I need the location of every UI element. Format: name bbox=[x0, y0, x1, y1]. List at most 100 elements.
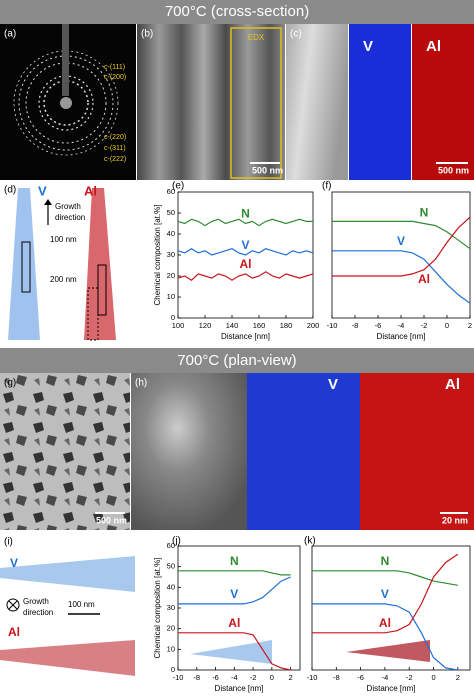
header-bar bbox=[0, 348, 474, 373]
v-map bbox=[247, 373, 360, 530]
ring-label: c-(200) bbox=[104, 74, 126, 81]
ring-label: c-(220) bbox=[104, 134, 126, 141]
series-label: V bbox=[230, 587, 238, 601]
scale-label: 100 nm bbox=[50, 235, 77, 244]
x-tick-label: 180 bbox=[280, 321, 293, 330]
series-line bbox=[178, 632, 291, 671]
series-line bbox=[177, 218, 313, 227]
x-tick-label: 2 bbox=[456, 673, 460, 682]
ring-label: c-(311) bbox=[104, 145, 126, 152]
y-tick-label: 20 bbox=[167, 624, 175, 633]
growth-symbol bbox=[6, 598, 20, 612]
growth-label: Growth bbox=[55, 202, 81, 211]
ring-label: c-(111) bbox=[104, 64, 125, 71]
ring-label: c-(222) bbox=[104, 156, 126, 163]
y-tick-label: 40 bbox=[167, 229, 175, 238]
map-label: Al bbox=[445, 376, 460, 393]
x-tick-label: -6 bbox=[357, 673, 364, 682]
y-tick-label: 10 bbox=[167, 292, 175, 301]
al-tip bbox=[84, 188, 116, 340]
series-label: N bbox=[420, 206, 429, 220]
x-tick-label: 140 bbox=[226, 321, 239, 330]
panel-label: (e) bbox=[172, 181, 184, 192]
series-label: N bbox=[230, 554, 239, 568]
inset-tip bbox=[346, 640, 430, 662]
x-tick-label: 0 bbox=[270, 673, 274, 682]
panel-label: (h) bbox=[135, 378, 147, 389]
map-label: Al bbox=[84, 183, 97, 198]
scale-label: 100 nm bbox=[68, 600, 95, 609]
x-tick-label: -4 bbox=[398, 321, 405, 330]
x-tick-label: -2 bbox=[421, 321, 428, 330]
y-tick-label: 60 bbox=[167, 187, 175, 196]
v-tip bbox=[0, 556, 135, 592]
x-tick-label: -8 bbox=[352, 321, 359, 330]
edx-label: EDX bbox=[248, 33, 265, 42]
series-label: N bbox=[241, 207, 250, 221]
x-tick-label: 0 bbox=[445, 321, 449, 330]
inset-tip bbox=[190, 640, 272, 664]
y-tick-label: 0 bbox=[171, 665, 175, 674]
growth-symbol bbox=[8, 600, 18, 610]
header-bar bbox=[0, 0, 474, 24]
growth-label: direction bbox=[55, 213, 85, 222]
y-tick-label: 30 bbox=[167, 250, 175, 259]
panel-label: (j) bbox=[172, 536, 181, 547]
scale-bar bbox=[440, 512, 468, 514]
y-tick-label: 40 bbox=[167, 582, 175, 591]
al-map bbox=[412, 24, 474, 180]
x-tick-label: -6 bbox=[212, 673, 219, 682]
series-label: N bbox=[381, 554, 390, 568]
tem-plan-image bbox=[0, 373, 130, 530]
x-axis-label: Distance [nm] bbox=[221, 332, 270, 341]
x-axis-label: Distance [nm] bbox=[377, 332, 426, 341]
haadf-plan-image bbox=[131, 373, 247, 530]
y-tick-label: 50 bbox=[167, 208, 175, 217]
x-tick-label: 2 bbox=[468, 321, 472, 330]
series-label: V bbox=[381, 587, 389, 601]
series-line bbox=[177, 271, 314, 281]
x-tick-label: 200 bbox=[307, 321, 320, 330]
x-tick-label: -8 bbox=[333, 673, 340, 682]
haadf-image bbox=[286, 24, 348, 180]
scale-label: 500 nm bbox=[96, 515, 127, 525]
series-line bbox=[312, 553, 459, 634]
y-axis-label: Chemical composition [at.%] bbox=[153, 205, 162, 306]
roi-box bbox=[87, 287, 99, 341]
growth-label: direction bbox=[23, 608, 53, 617]
x-tick-label: -4 bbox=[231, 673, 238, 682]
y-tick-label: 0 bbox=[171, 313, 175, 322]
series-line bbox=[332, 250, 471, 304]
panel-label: (i) bbox=[4, 537, 13, 548]
x-tick-label: -8 bbox=[193, 673, 200, 682]
panel-label: (d) bbox=[4, 185, 16, 196]
x-tick-label: 160 bbox=[253, 321, 266, 330]
x-tick-label: -4 bbox=[382, 673, 389, 682]
edx-box bbox=[230, 27, 282, 179]
map-label: Al bbox=[8, 625, 20, 639]
map-label: V bbox=[38, 183, 47, 198]
scale-label: 500 nm bbox=[252, 165, 283, 175]
tem-image bbox=[137, 24, 285, 180]
y-tick-label: 60 bbox=[167, 541, 175, 550]
panel-label: (k) bbox=[304, 536, 316, 547]
scale-label: 500 nm bbox=[438, 165, 469, 175]
plot-frame bbox=[311, 545, 471, 671]
central-spot bbox=[60, 97, 72, 109]
map-label: V bbox=[328, 376, 338, 393]
roi-box bbox=[21, 241, 31, 293]
scale-bar bbox=[436, 162, 468, 164]
x-tick-label: 0 bbox=[431, 673, 435, 682]
series-label: V bbox=[241, 238, 249, 252]
al-map bbox=[360, 373, 474, 530]
growth-label: Growth bbox=[23, 597, 49, 606]
series-line bbox=[332, 216, 471, 277]
al-tip bbox=[0, 640, 135, 676]
x-axis-label: Distance [nm] bbox=[367, 684, 416, 693]
x-tick-label: -6 bbox=[375, 321, 382, 330]
beam-stop bbox=[62, 24, 69, 96]
v-map bbox=[349, 24, 411, 180]
y-tick-label: 30 bbox=[167, 603, 175, 612]
panel-label: (g) bbox=[4, 378, 16, 389]
map-label: V bbox=[363, 38, 373, 55]
